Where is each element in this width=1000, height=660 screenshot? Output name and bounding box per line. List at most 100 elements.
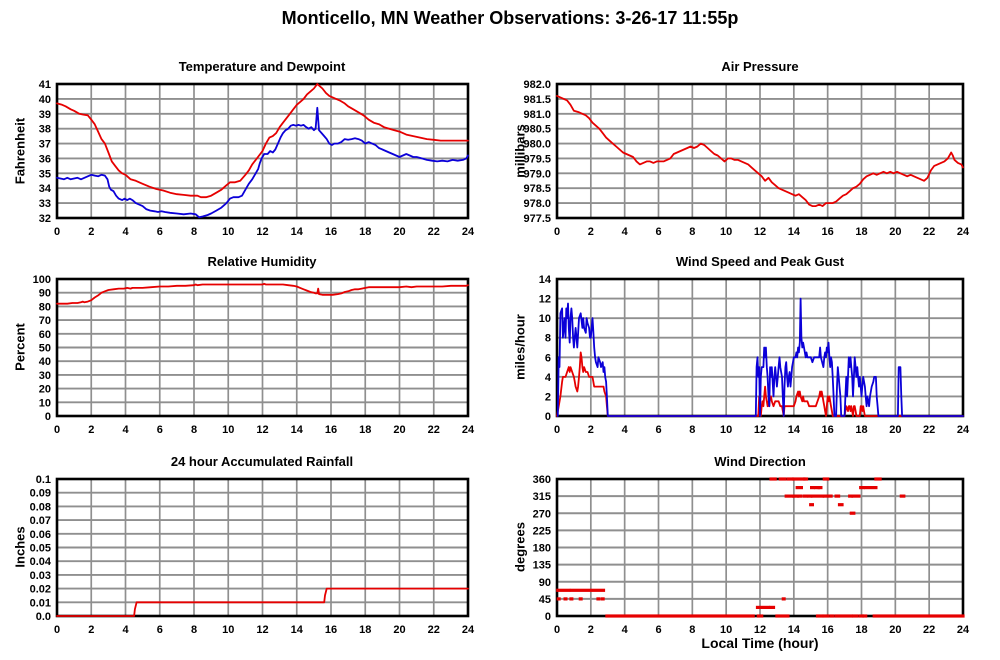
svg-text:60: 60: [39, 329, 51, 341]
chart-title-wind-direction: Wind Direction: [714, 454, 806, 469]
svg-text:0.03: 0.03: [30, 570, 51, 582]
svg-text:50: 50: [39, 343, 51, 355]
svg-text:981.0: 981.0: [523, 109, 551, 121]
svg-text:16: 16: [822, 226, 834, 238]
svg-text:34: 34: [39, 183, 52, 195]
svg-text:10: 10: [222, 424, 234, 436]
svg-text:4: 4: [122, 424, 129, 436]
svg-text:6: 6: [655, 424, 661, 436]
svg-text:18: 18: [855, 424, 867, 436]
svg-text:0: 0: [554, 624, 560, 636]
svg-text:4: 4: [122, 624, 129, 636]
svg-text:14: 14: [788, 624, 801, 636]
svg-text:18: 18: [359, 226, 371, 238]
svg-text:12: 12: [754, 226, 766, 238]
svg-text:14: 14: [788, 424, 801, 436]
svg-text:6: 6: [545, 352, 551, 364]
svg-text:12: 12: [256, 226, 268, 238]
svg-text:40: 40: [39, 356, 51, 368]
svg-text:2: 2: [545, 391, 551, 403]
svg-text:4: 4: [622, 424, 629, 436]
svg-text:32: 32: [39, 213, 51, 225]
svg-text:6: 6: [157, 624, 163, 636]
svg-text:12: 12: [754, 624, 766, 636]
svg-text:0: 0: [54, 424, 60, 436]
svg-text:22: 22: [923, 624, 935, 636]
svg-text:10: 10: [222, 624, 234, 636]
svg-text:100: 100: [33, 274, 51, 286]
svg-text:8: 8: [191, 624, 197, 636]
svg-text:16: 16: [325, 424, 337, 436]
svg-text:22: 22: [923, 424, 935, 436]
svg-text:8: 8: [191, 424, 197, 436]
svg-text:37: 37: [39, 139, 51, 151]
chart-title-wind-speed-gust: Wind Speed and Peak Gust: [675, 254, 845, 269]
svg-text:4: 4: [622, 624, 629, 636]
svg-text:10: 10: [222, 226, 234, 238]
svg-text:980.0: 980.0: [523, 139, 551, 151]
svg-text:12: 12: [754, 424, 766, 436]
svg-text:24: 24: [462, 226, 475, 238]
svg-text:20: 20: [889, 624, 901, 636]
svg-text:979.5: 979.5: [523, 153, 551, 165]
svg-text:80: 80: [39, 301, 51, 313]
svg-text:0.09: 0.09: [30, 488, 51, 500]
svg-text:40: 40: [39, 94, 51, 106]
svg-text:0: 0: [54, 624, 60, 636]
svg-text:8: 8: [689, 624, 695, 636]
svg-text:6: 6: [157, 424, 163, 436]
page-title: Monticello, MN Weather Observations: 3-2…: [281, 8, 739, 28]
svg-text:979.0: 979.0: [523, 168, 551, 180]
svg-text:980.5: 980.5: [523, 124, 551, 136]
chart-title-relative-humidity: Relative Humidity: [207, 254, 317, 269]
chart-title-air-pressure: Air Pressure: [721, 59, 799, 74]
svg-text:360: 360: [533, 474, 551, 486]
svg-text:0: 0: [554, 424, 560, 436]
svg-text:2: 2: [588, 624, 594, 636]
svg-text:22: 22: [428, 226, 440, 238]
svg-text:977.5: 977.5: [523, 213, 551, 225]
svg-text:0.0: 0.0: [36, 611, 51, 623]
svg-text:8: 8: [689, 226, 695, 238]
svg-text:16: 16: [325, 624, 337, 636]
svg-text:14: 14: [291, 624, 304, 636]
svg-text:70: 70: [39, 315, 51, 327]
svg-text:4: 4: [545, 372, 552, 384]
svg-text:38: 38: [39, 124, 51, 136]
svg-text:0.04: 0.04: [30, 556, 52, 568]
svg-text:20: 20: [393, 624, 405, 636]
accumulated-rainfall-plot: 0 2 4 6 8 10 12 14 16 18 20 22 240.00.010.020.030.04…: [30, 474, 475, 636]
svg-text:18: 18: [359, 424, 371, 436]
svg-text:180: 180: [533, 543, 551, 555]
svg-text:6: 6: [157, 226, 163, 238]
svg-text:0.1: 0.1: [36, 474, 51, 486]
svg-text:0: 0: [45, 411, 51, 423]
svg-text:0: 0: [545, 411, 551, 423]
svg-text:0.06: 0.06: [30, 529, 51, 541]
svg-text:14: 14: [539, 274, 552, 286]
svg-text:2: 2: [88, 226, 94, 238]
svg-text:30: 30: [39, 370, 51, 382]
svg-text:18: 18: [359, 624, 371, 636]
svg-text:24: 24: [462, 424, 475, 436]
svg-text:36: 36: [39, 153, 51, 165]
svg-text:18: 18: [855, 624, 867, 636]
svg-text:982.0: 982.0: [523, 79, 551, 91]
svg-text:45: 45: [539, 594, 551, 606]
svg-text:4: 4: [622, 226, 629, 238]
svg-text:14: 14: [291, 424, 304, 436]
svg-text:20: 20: [889, 226, 901, 238]
svg-text:978.0: 978.0: [523, 198, 551, 210]
svg-text:90: 90: [539, 577, 551, 589]
svg-text:24: 24: [957, 424, 970, 436]
svg-text:0.05: 0.05: [30, 543, 51, 555]
svg-text:0.08: 0.08: [30, 501, 51, 513]
svg-text:8: 8: [191, 226, 197, 238]
svg-text:20: 20: [393, 424, 405, 436]
svg-text:39: 39: [39, 109, 51, 121]
temperature-dewpoint-plot: 0 2 4 6 8 10 12 14 16 18 20 22 243233343536373839404…: [39, 79, 475, 238]
svg-text:8: 8: [689, 424, 695, 436]
svg-text:0: 0: [545, 611, 551, 623]
svg-text:225: 225: [533, 525, 551, 537]
